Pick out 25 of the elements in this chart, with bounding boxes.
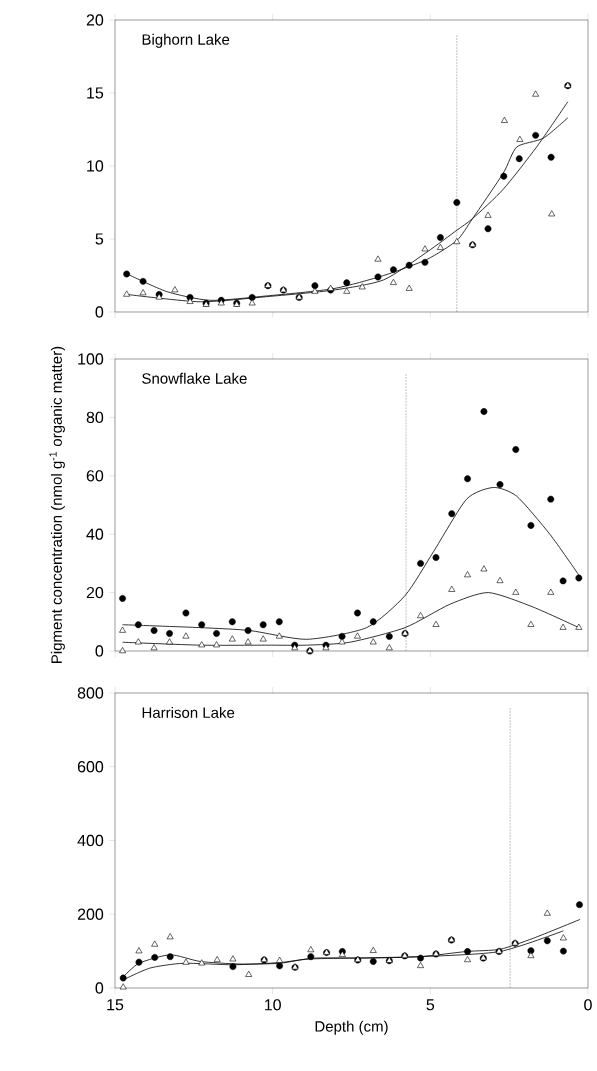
y-tick-label: 40 xyxy=(86,528,103,540)
y-tick-label: 200 xyxy=(77,908,103,920)
text: Harrison Lake xyxy=(142,706,234,718)
y-tick-label: 20 xyxy=(86,14,103,26)
y-tick-label: 10 xyxy=(87,160,103,172)
y-tick-label: 0 xyxy=(95,306,103,318)
y-tick-label: 20 xyxy=(86,586,103,599)
text: Snowflake Lake xyxy=(141,372,247,384)
y-tick-label: 400 xyxy=(77,834,103,847)
y-tick-label: 100 xyxy=(78,353,103,365)
y-tick-label: 800 xyxy=(77,687,103,699)
x-tick-label: 5 xyxy=(426,999,434,1011)
text: Bighorn Lake xyxy=(142,33,229,48)
y-tick-label: 600 xyxy=(77,761,103,773)
x-tick-label: 0 xyxy=(583,999,592,1011)
y-tick-label: 15 xyxy=(87,87,103,99)
y-tick-label: 80 xyxy=(86,411,103,424)
y-tick-label: 60 xyxy=(86,470,103,482)
y-tick-label: 5 xyxy=(95,233,103,245)
x-tick-label: 10 xyxy=(264,999,281,1011)
y-tick-label: 0 xyxy=(95,982,103,994)
x-axis-title: Depth (cm) xyxy=(315,1020,388,1035)
x-tick-label: 15 xyxy=(107,999,124,1011)
y-axis-title: Pigment concentration (nmol g$^{-1}$ organic matter) xyxy=(49,346,65,663)
y-tick-label: 0 xyxy=(95,645,103,657)
